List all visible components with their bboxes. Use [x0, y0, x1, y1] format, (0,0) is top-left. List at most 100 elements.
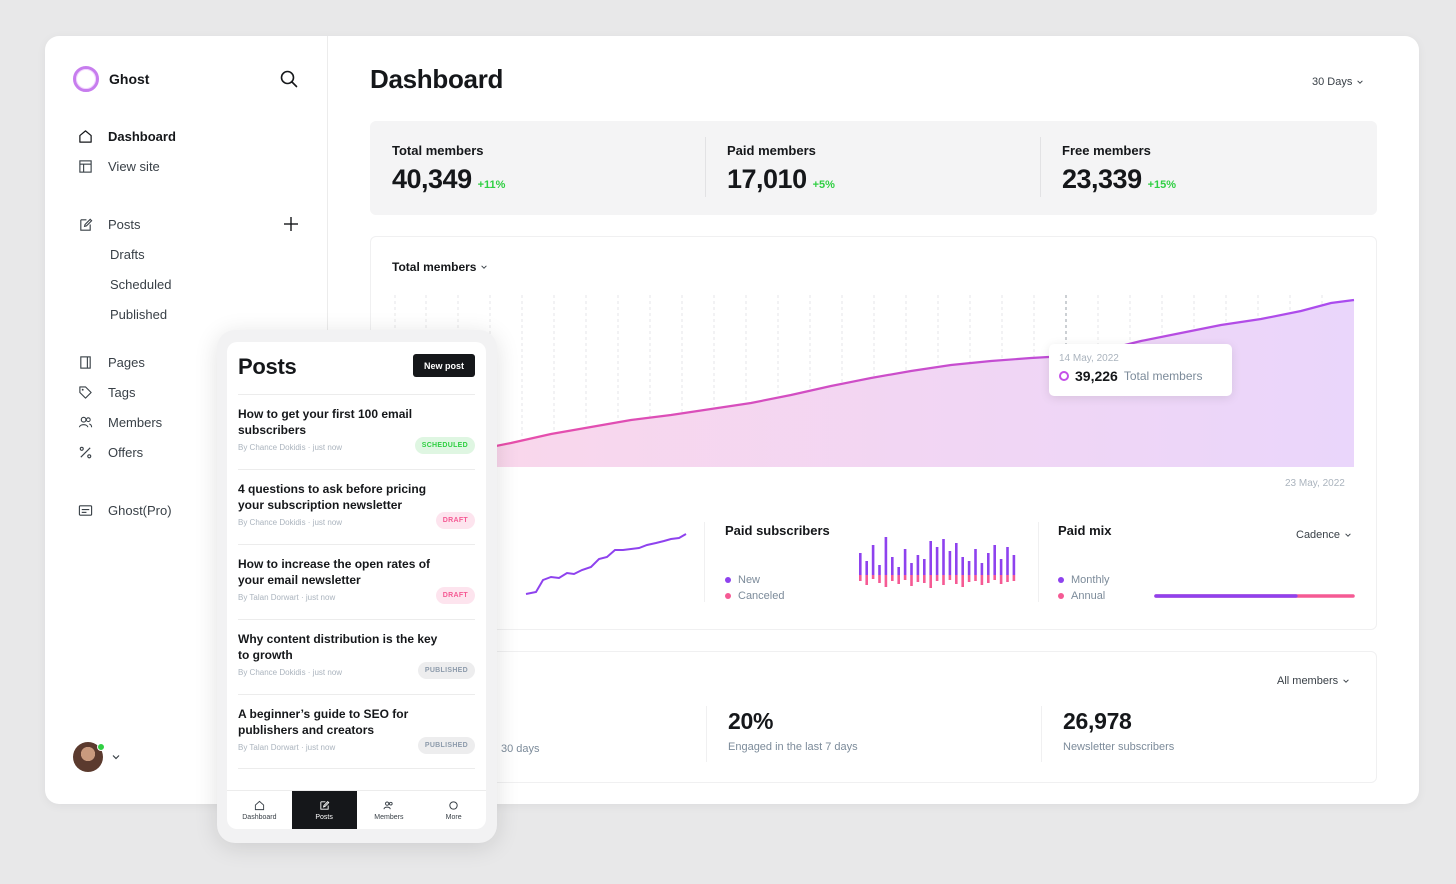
- divider: [1040, 137, 1041, 197]
- chart-line: [394, 298, 1355, 461]
- brand[interactable]: Ghost: [73, 66, 149, 92]
- canceled-bar: [884, 575, 888, 587]
- sidebar-item-scheduled[interactable]: Scheduled: [77, 269, 171, 299]
- new-bar: [961, 557, 964, 575]
- sidebar-item-members[interactable]: Members: [77, 407, 162, 437]
- list-item[interactable]: Why content distribution is the key to g…: [238, 619, 475, 694]
- page-title: Dashboard: [370, 64, 504, 94]
- tooltip-date: 14 May, 2022: [1059, 353, 1119, 364]
- new-bar: [916, 555, 920, 575]
- nav-top: Dashboard View site: [77, 121, 176, 181]
- kpi-delta: +11%: [477, 179, 506, 191]
- sidebar-item-dashboard[interactable]: Dashboard: [77, 121, 176, 151]
- legend-dot: [725, 577, 731, 583]
- audience-select[interactable]: All members: [1277, 675, 1350, 687]
- members-icon: [77, 414, 93, 430]
- tooltip-value: 39,226: [1075, 368, 1118, 384]
- post-title: Why content distribution is the key to g…: [238, 632, 438, 662]
- sidebar-item-ghost-pro[interactable]: Ghost(Pro): [77, 495, 172, 525]
- kpi-value: 40,349: [392, 164, 472, 194]
- home-icon: [254, 800, 264, 810]
- ghost-logo: [73, 66, 99, 92]
- stat-engaged: 20% Engaged in the last 7 days: [728, 708, 858, 753]
- chevron-down-icon: [1345, 533, 1351, 537]
- divider: [1038, 522, 1039, 602]
- canceled-bar: [878, 575, 881, 583]
- kpi-delta: +5%: [812, 179, 835, 191]
- canceled-bar: [916, 575, 920, 582]
- sidebar-item-pages[interactable]: Pages: [77, 347, 162, 377]
- nav-manage: Pages Tags Members Offers: [77, 347, 162, 467]
- sidebar-item-tags[interactable]: Tags: [77, 377, 162, 407]
- sidebar-item-view-site[interactable]: View site: [77, 151, 176, 181]
- chart-metric-select[interactable]: Total members: [392, 260, 488, 274]
- status-badge: DRAFT: [435, 512, 475, 529]
- date-range-select[interactable]: 30 Days: [1312, 76, 1364, 88]
- online-status-dot: [97, 743, 105, 751]
- legend-dot: [725, 593, 731, 599]
- search-icon[interactable]: [279, 69, 299, 89]
- kpi-value: 23,339: [1062, 164, 1142, 194]
- status-badge: PUBLISHED: [417, 737, 475, 754]
- tab-members[interactable]: Members: [357, 791, 422, 829]
- paid-mix-section: Paid mix: [1058, 523, 1111, 538]
- engagement-card: All members 30 days 20% Engaged in the l…: [370, 651, 1377, 783]
- cadence-select[interactable]: Cadence: [1296, 529, 1352, 541]
- cadence-label: Cadence: [1296, 529, 1341, 541]
- sidebar-item-published[interactable]: Published: [77, 299, 171, 329]
- chart-title: Total members: [392, 260, 477, 274]
- tab-dashboard[interactable]: Dashboard: [227, 791, 292, 829]
- canceled-bar: [948, 575, 952, 580]
- sidebar-item-label: Tags: [108, 384, 136, 400]
- canceled-bar: [1006, 575, 1009, 582]
- divider: [705, 137, 706, 197]
- canceled-bar: [923, 575, 926, 583]
- new-post-button[interactable]: New post: [413, 354, 475, 377]
- new-bar: [999, 559, 1003, 575]
- chevron-down-icon[interactable]: [111, 752, 121, 762]
- edit-icon: [77, 216, 93, 232]
- divider: [704, 522, 705, 602]
- new-bar: [993, 545, 996, 575]
- list-item[interactable]: How to get your first 100 email subscrib…: [238, 394, 475, 469]
- canceled-bar: [955, 575, 958, 584]
- list-item[interactable]: A beginner’s guide to SEO for publishers…: [238, 694, 475, 769]
- sidebar-item-label: Scheduled: [110, 276, 172, 292]
- more-icon: [449, 800, 458, 810]
- sidebar-item-drafts[interactable]: Drafts: [77, 239, 171, 269]
- tag-icon: [77, 384, 93, 400]
- new-bar: [967, 561, 971, 575]
- kpi-total-members: Total members 40,349 +11%: [392, 143, 505, 195]
- new-bar: [897, 567, 900, 575]
- audience-label: All members: [1277, 675, 1339, 687]
- tooltip-label: Total members: [1123, 369, 1203, 383]
- post-meta: By Chance Dokidis · just now: [238, 518, 343, 527]
- tab-posts[interactable]: Posts: [291, 791, 357, 829]
- chevron-down-icon: [481, 265, 488, 269]
- tab-more[interactable]: More: [421, 791, 486, 829]
- stat-label: 30 days: [501, 743, 540, 755]
- post-meta: By Chance Dokidis · just now: [238, 668, 343, 677]
- new-bar: [923, 559, 926, 575]
- divider: [1041, 706, 1042, 762]
- sidebar-item-posts[interactable]: Posts: [77, 209, 171, 239]
- new-bar: [865, 561, 868, 575]
- mobile-post-list: How to get your first 100 email subscrib…: [238, 394, 475, 769]
- kpi-label: Total members: [392, 143, 484, 158]
- canceled-bar: [1012, 575, 1016, 581]
- new-bar: [859, 553, 862, 575]
- post-title: How to get your first 100 email subscrib…: [238, 407, 413, 437]
- page-icon: [77, 354, 93, 370]
- stat-label: Engaged in the last 7 days: [728, 741, 858, 753]
- sidebar-item-label: Published: [110, 306, 168, 322]
- sidebar-item-offers[interactable]: Offers: [77, 437, 162, 467]
- new-post-plus-icon[interactable]: [281, 214, 301, 234]
- new-bar: [942, 539, 945, 575]
- members-chart[interactable]: [371, 237, 1378, 631]
- chevron-down-icon: [1357, 80, 1364, 84]
- paid-mix-legend: Monthly Annual: [1058, 572, 1110, 604]
- list-item[interactable]: 4 questions to ask before pricing your s…: [238, 469, 475, 544]
- list-item[interactable]: How to increase the open rates of your e…: [238, 544, 475, 619]
- sidebar-item-label: Members: [108, 414, 163, 430]
- canceled-bar: [993, 575, 996, 580]
